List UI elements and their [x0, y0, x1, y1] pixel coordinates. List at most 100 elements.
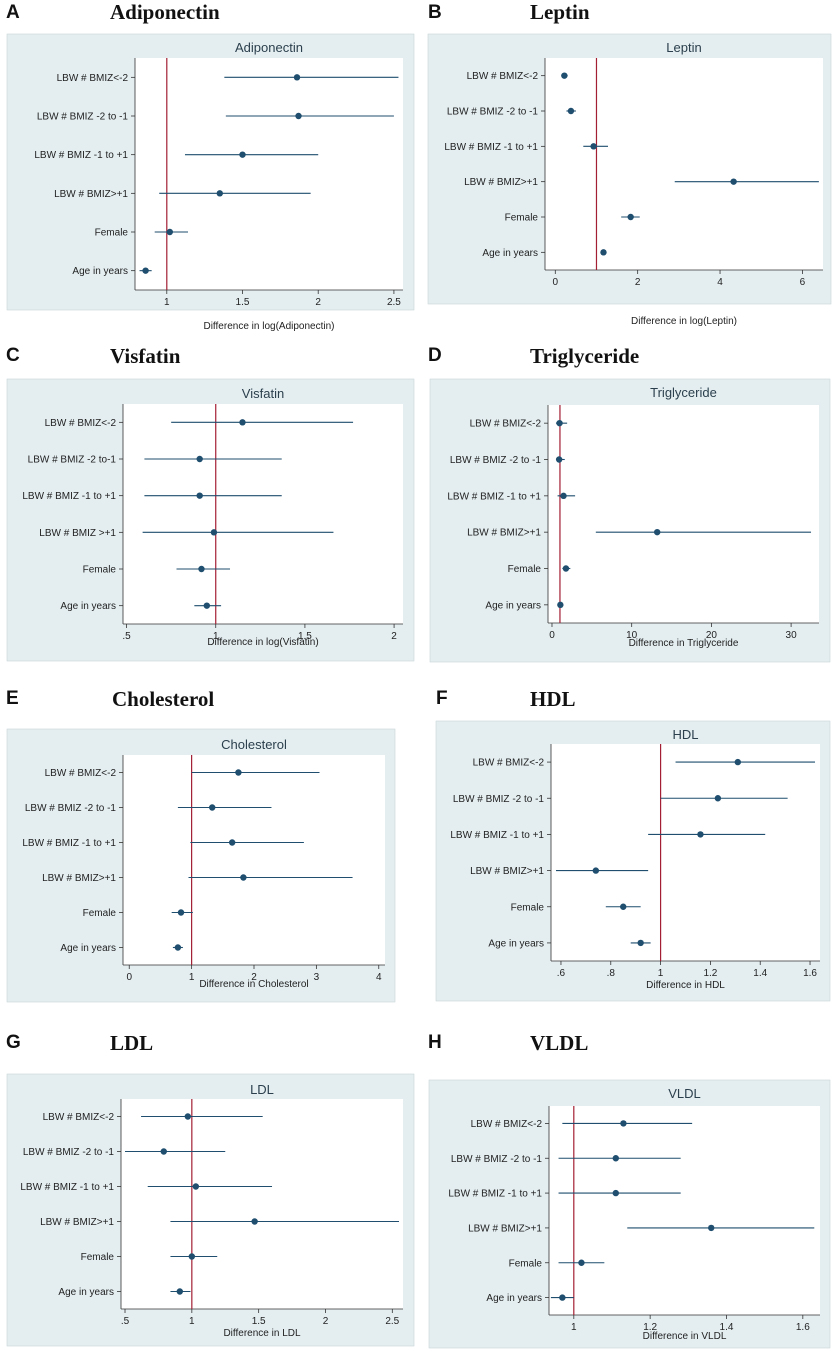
chart-4-category-label: Age in years: [60, 943, 116, 954]
chart-6-point-estimate: [188, 1253, 196, 1260]
panel-title-visfatin: Visfatin: [110, 344, 181, 368]
chart-3-point-estimate: [557, 601, 564, 609]
chart-7-point-estimate: [708, 1224, 715, 1232]
chart-6-point-estimate: [176, 1288, 184, 1295]
chart-7-point-estimate: [612, 1189, 619, 1197]
chart-4-point-estimate: [174, 944, 182, 951]
chart-3-xtick-label: 10: [626, 630, 638, 641]
forest-plot-adiponectin: Adiponectin 1 1.5 2 2.5 Difference in log(Adi…: [6, 33, 415, 332]
forest-plot-triglyceride: Triglyceride 0 10 20 30 Difference in Triglyc…: [429, 378, 831, 663]
chart-3-point-estimate: [653, 528, 661, 536]
chart-2-xtick-label: 1.5: [298, 631, 312, 642]
chart-6-point-estimate: [184, 1113, 192, 1120]
chart-3-point-estimate: [556, 419, 563, 427]
panel-title-vldl: VLDL: [530, 1031, 589, 1055]
panel-title-triglyceride: Triglyceride: [530, 344, 640, 368]
chart-5-point-estimate: [734, 758, 742, 766]
chart-7-xtick-label: 1.6: [796, 1322, 810, 1333]
chart-6-xlabel: Difference in LDL: [223, 1328, 301, 1339]
chart-2-category-label: LBW # BMIZ >+1: [39, 528, 116, 539]
chart-5-point-estimate: [592, 867, 600, 874]
chart-3-category-label: LBW # BMIZ>+1: [467, 528, 541, 539]
forest-plot-visfatin: Visfatin .5 1 1.5 2 Difference in log(Visfati…: [6, 378, 415, 662]
chart-4-xtick-label: 1: [189, 972, 195, 983]
chart-3-xtick-label: 30: [786, 630, 798, 641]
chart-4-xtick-label: 4: [376, 972, 382, 983]
panel-letter-h: H: [428, 1032, 442, 1053]
chart-1-category-label: Age in years: [482, 248, 538, 259]
chart-6-xtick-label: 2: [323, 1316, 329, 1327]
chart-1-point-estimate: [567, 107, 575, 115]
chart-6-category-label: LBW # BMIZ<-2: [43, 1112, 115, 1123]
chart-7-plot-area: [549, 1106, 820, 1315]
chart-6-xtick-label: 1: [189, 1316, 195, 1327]
chart-4-plot-area: [123, 755, 385, 965]
chart-0-category-label: LBW # BMIZ -1 to +1: [34, 150, 128, 161]
chart-7-xtick-label: 1: [571, 1322, 577, 1333]
chart-5-title: HDL: [672, 727, 698, 742]
chart-7-category-label: LBW # BMIZ -1 to +1: [448, 1189, 542, 1200]
chart-7-xlabel: Difference in VLDL: [643, 1331, 727, 1342]
chart-3-point-estimate: [560, 492, 567, 500]
chart-0-xtick-label: 2: [315, 297, 321, 308]
chart-4-title: Cholesterol: [221, 737, 287, 752]
chart-4-category-label: LBW # BMIZ -1 to +1: [22, 838, 116, 849]
chart-3-category-label: Female: [508, 564, 542, 575]
chart-5-category-label: Age in years: [488, 938, 544, 949]
chart-4-point-estimate: [240, 874, 247, 881]
chart-6-point-estimate: [160, 1148, 167, 1155]
chart-2-point-estimate: [203, 602, 211, 609]
chart-2-point-estimate: [210, 529, 218, 536]
forest-plot-ldl: LDL .5 1 1.5 2 2.5 Difference in LDL LBW # BMIZ…: [6, 1073, 415, 1347]
chart-1-point-estimate: [561, 72, 568, 79]
chart-1-point-estimate: [590, 143, 597, 150]
chart-2-title: Visfatin: [242, 386, 284, 401]
chart-7-title: VLDL: [668, 1086, 701, 1101]
chart-4-point-estimate: [235, 769, 242, 776]
chart-5-plot-area: [551, 744, 820, 961]
chart-0-category-label: Female: [95, 228, 129, 239]
chart-1-xtick-label: 4: [717, 277, 723, 288]
chart-1-category-label: LBW # BMIZ>+1: [464, 177, 538, 188]
chart-2-category-label: LBW # BMIZ -2 to-1: [28, 455, 117, 466]
chart-7-point-estimate: [578, 1259, 585, 1266]
chart-0-xtick-label: 1.5: [236, 297, 250, 308]
chart-0-xtick-label: 2.5: [387, 297, 401, 308]
chart-6-point-estimate: [192, 1183, 200, 1190]
chart-2-plot-area: [123, 404, 403, 624]
chart-7-point-estimate: [559, 1294, 566, 1301]
panel-letter-d: D: [428, 345, 442, 366]
chart-3-plot-area: [548, 405, 819, 623]
chart-3-xlabel: Difference in Triglyceride: [629, 638, 739, 649]
chart-4-category-label: LBW # BMIZ<-2: [45, 768, 117, 779]
chart-2-point-estimate: [196, 455, 203, 463]
chart-0-point-estimate: [239, 151, 246, 158]
chart-5-category-label: Female: [511, 902, 545, 913]
chart-7-point-estimate: [612, 1155, 619, 1162]
chart-7-category-label: Age in years: [486, 1293, 542, 1304]
chart-6-xtick-label: 2.5: [385, 1316, 399, 1327]
chart-1-point-estimate: [627, 213, 634, 221]
chart-2-point-estimate: [196, 492, 203, 499]
panel-title-adiponectin: Adiponectin: [110, 0, 220, 24]
chart-0-category-label: LBW # BMIZ>+1: [54, 189, 128, 200]
chart-4-xtick-label: 0: [126, 972, 132, 983]
chart-1-category-label: LBW # BMIZ -1 to +1: [444, 142, 538, 153]
chart-1-xtick-label: 0: [553, 277, 559, 288]
chart-6-title: LDL: [250, 1082, 274, 1097]
chart-7-xtick-label: 1.4: [720, 1322, 734, 1333]
chart-3-point-estimate: [555, 456, 563, 463]
chart-0-category-label: LBW # BMIZ -2 to -1: [37, 112, 129, 123]
chart-5-category-label: LBW # BMIZ>+1: [470, 866, 544, 877]
chart-0-point-estimate: [293, 74, 301, 81]
chart-1-plot-area: [545, 58, 823, 270]
panel-title-ldl: LDL: [110, 1031, 154, 1055]
chart-5-xlabel: Difference in HDL: [646, 980, 725, 991]
chart-5-category-label: LBW # BMIZ -1 to +1: [450, 830, 544, 841]
chart-0-xtick-label: 1: [164, 297, 170, 308]
chart-6-xtick-label: .5: [121, 1316, 130, 1327]
chart-6-category-label: Age in years: [58, 1287, 114, 1298]
chart-2-xlabel: Difference in log(Visfatin): [207, 637, 318, 648]
chart-5-xtick-label: 1.6: [803, 968, 817, 979]
chart-0-point-estimate: [142, 267, 149, 274]
